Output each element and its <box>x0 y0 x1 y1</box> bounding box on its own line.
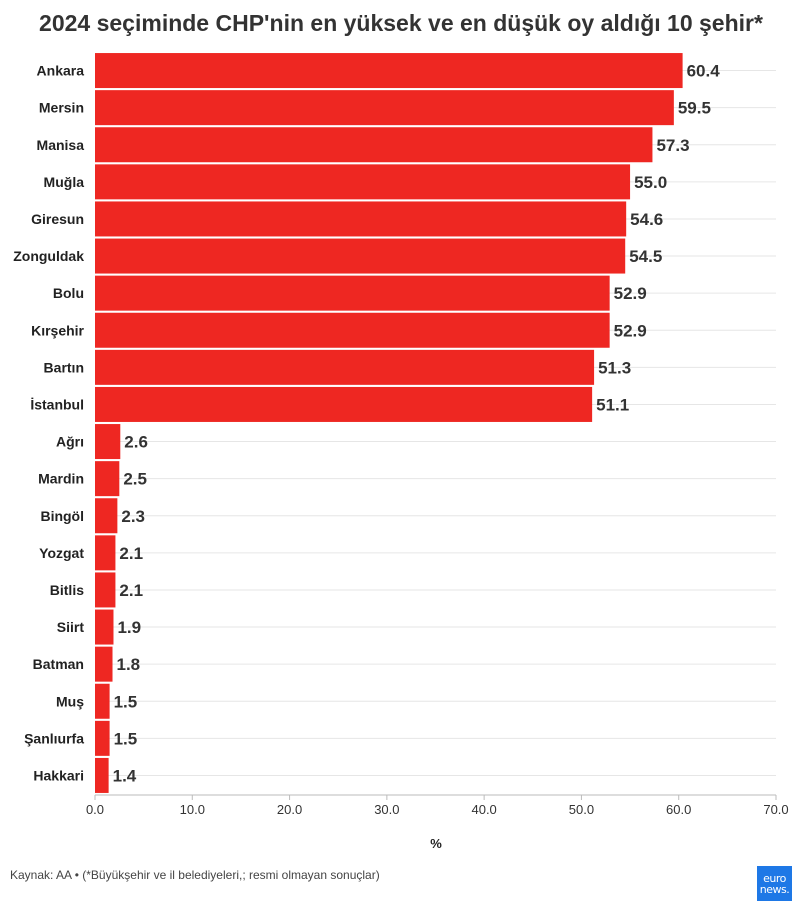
value-label: 1.8 <box>117 655 141 674</box>
bar <box>95 127 653 163</box>
bar <box>95 90 674 126</box>
bar <box>95 349 595 385</box>
category-label: Muş <box>56 693 84 709</box>
bar <box>95 201 627 237</box>
bar <box>95 461 120 497</box>
value-label: 2.1 <box>119 581 143 600</box>
source-note: Kaynak: AA • (*Büyükşehir ve il belediye… <box>10 868 380 882</box>
logo-line-2: news. <box>759 882 790 896</box>
bar <box>95 683 110 719</box>
category-label: Giresun <box>31 211 84 227</box>
category-label: Siirt <box>57 619 85 635</box>
euronews-logo: euro news. <box>757 866 792 901</box>
category-label: Ankara <box>37 63 85 79</box>
category-label: Kırşehir <box>31 322 84 338</box>
chart-title: 2024 seçiminde CHP'nin en yüksek ve en d… <box>39 10 763 36</box>
bar <box>95 757 109 793</box>
category-label: Mersin <box>39 100 84 116</box>
value-label: 57.3 <box>656 136 689 155</box>
category-label: Manisa <box>37 137 85 153</box>
x-tick-label: 10.0 <box>180 802 205 817</box>
value-label: 54.6 <box>630 210 663 229</box>
value-label: 55.0 <box>634 173 667 192</box>
bar-chart: 0.0 10.0 20.0 30.0 40.0 50.0 60.0 70.0% Ankara 60… <box>13 53 789 851</box>
value-label: 54.5 <box>629 247 662 266</box>
x-tick-label: 50.0 <box>569 802 594 817</box>
category-label: Muğla <box>44 174 85 190</box>
value-label: 1.9 <box>117 618 141 637</box>
value-label: 1.4 <box>113 766 137 785</box>
bar <box>95 424 121 460</box>
bar <box>95 53 683 89</box>
bar <box>95 238 626 274</box>
value-label: 2.6 <box>124 433 148 452</box>
x-tick-label: 60.0 <box>666 802 691 817</box>
x-axis-label: % <box>430 836 442 851</box>
x-tick-label: 0.0 <box>86 802 104 817</box>
category-label: Bolu <box>53 285 84 301</box>
x-tick-label: 20.0 <box>277 802 302 817</box>
bar <box>95 498 118 534</box>
logo-line-1: euro <box>763 871 786 885</box>
value-label: 2.3 <box>121 507 145 526</box>
x-tick-label: 40.0 <box>471 802 496 817</box>
category-label: Bingöl <box>40 508 84 524</box>
value-label: 60.4 <box>687 62 721 81</box>
category-label: Mardin <box>38 471 84 487</box>
x-tick-label: 70.0 <box>763 802 788 817</box>
value-label: 1.5 <box>114 692 138 711</box>
category-label: Zonguldak <box>13 248 84 264</box>
value-label: 52.9 <box>614 284 647 303</box>
value-label: 51.1 <box>596 395 629 414</box>
category-label: Şanlıurfa <box>24 730 84 746</box>
category-label: Bartın <box>44 359 84 375</box>
bar <box>95 386 593 422</box>
value-label: 52.9 <box>614 321 647 340</box>
category-label: Hakkari <box>33 767 84 783</box>
category-label: Bitlis <box>50 582 84 598</box>
bar <box>95 164 631 200</box>
bar <box>95 535 116 571</box>
bar <box>95 572 116 608</box>
bar <box>95 720 110 756</box>
x-tick-label: 30.0 <box>374 802 399 817</box>
value-label: 2.1 <box>119 544 143 563</box>
value-label: 2.5 <box>123 470 147 489</box>
value-label: 51.3 <box>598 358 631 377</box>
category-label: Yozgat <box>39 545 84 561</box>
bar <box>95 609 114 645</box>
value-label: 1.5 <box>114 729 138 748</box>
category-label: İstanbul <box>30 396 84 412</box>
value-label: 59.5 <box>678 99 711 118</box>
category-label: Ağrı <box>56 434 84 450</box>
bar <box>95 275 610 311</box>
bar <box>95 312 610 348</box>
bar <box>95 646 113 682</box>
category-label: Batman <box>33 656 84 672</box>
